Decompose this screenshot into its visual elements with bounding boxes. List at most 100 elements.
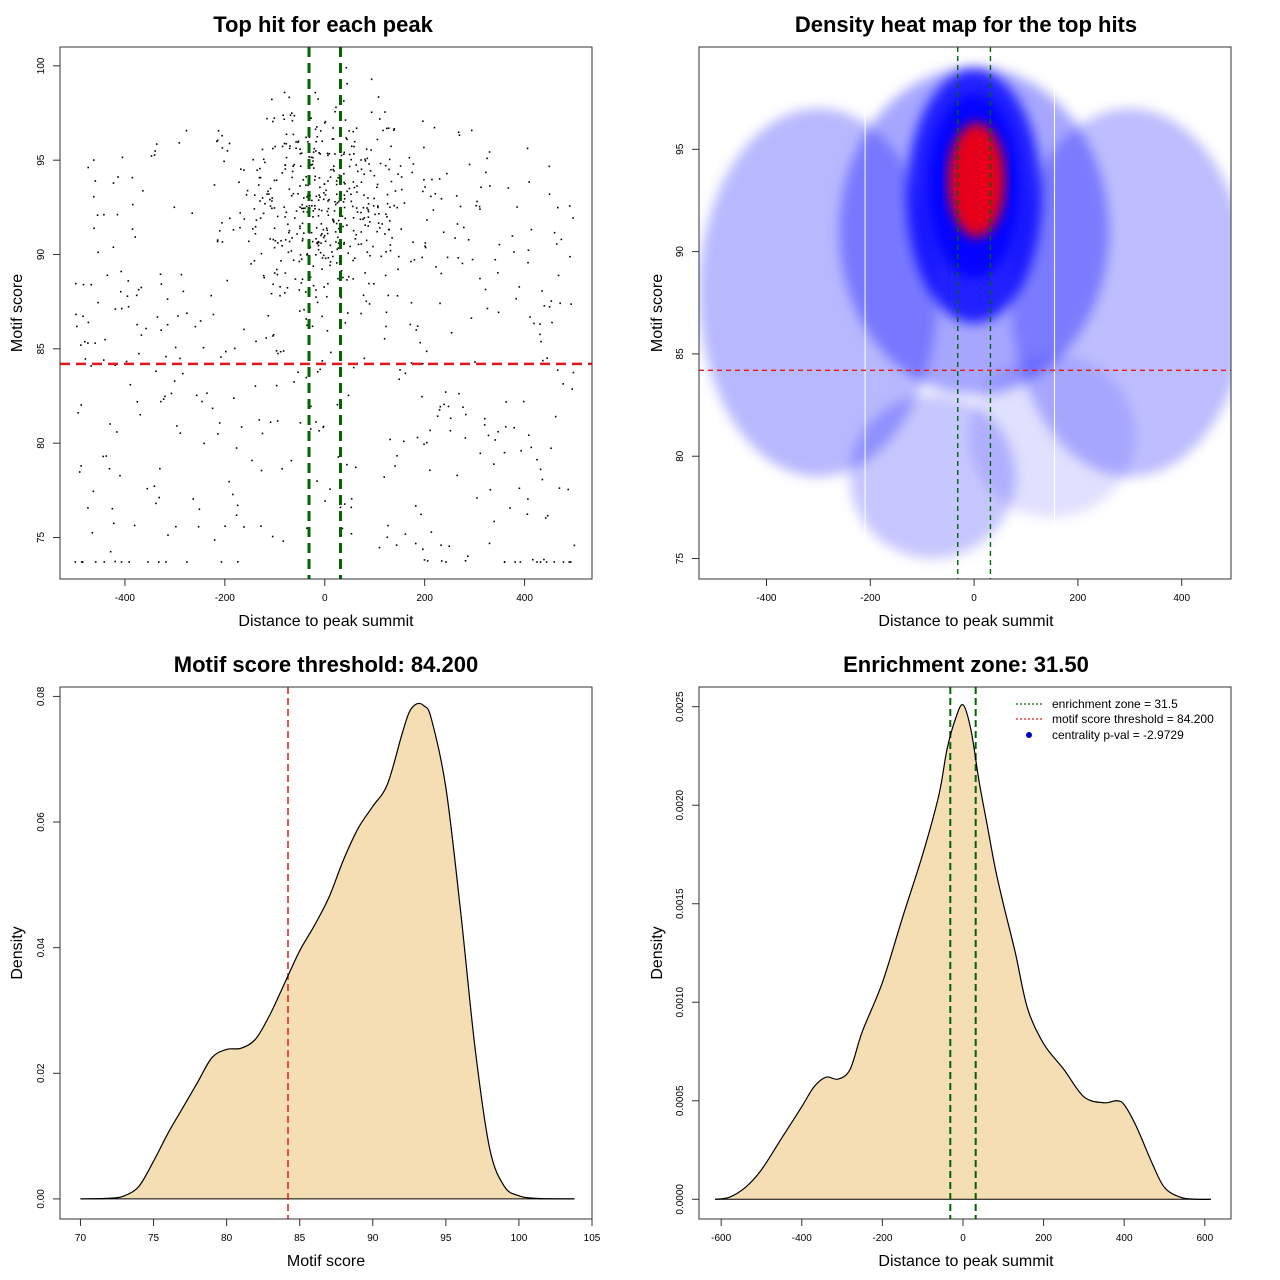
scatter-point (324, 257, 327, 260)
scatter-point (301, 203, 304, 206)
scatter-point (112, 246, 115, 249)
scatter-point (216, 240, 219, 243)
scatter-point (486, 307, 489, 310)
scatter-point (395, 544, 398, 546)
scatter-point (344, 119, 347, 121)
y-tick-label: 95 (675, 143, 686, 155)
scatter-point (430, 195, 432, 198)
scatter-point (414, 542, 417, 545)
scatter-point (335, 106, 337, 109)
scatter-point (323, 192, 325, 194)
scatter-point (305, 136, 307, 139)
scatter-point (398, 378, 400, 381)
scatter-point (298, 310, 301, 312)
scatter-point (271, 98, 273, 101)
scatter-point (320, 242, 322, 244)
heatmap-density-blob (968, 353, 1135, 518)
scatter-point (128, 561, 130, 563)
y-tick-label: 0.02 (36, 1063, 47, 1083)
scatter-point (139, 413, 142, 416)
scatter-point (291, 237, 293, 239)
scatter-point (384, 274, 387, 277)
scatter-point (515, 297, 518, 300)
distance-density-y-label: Density (649, 926, 666, 979)
scatter-point (216, 239, 219, 241)
scatter-point (203, 442, 205, 445)
scatter-point (280, 260, 282, 262)
x-tick-label: 400 (1116, 1233, 1133, 1244)
scatter-point (84, 358, 87, 360)
scatter-point (387, 294, 390, 297)
scatter-point (327, 214, 330, 216)
scatter-point (331, 138, 334, 140)
scatter-point (518, 487, 521, 490)
scatter-point (331, 251, 333, 253)
scatter-point (431, 178, 433, 181)
x-tick-label: 80 (221, 1233, 233, 1244)
scatter-point (420, 513, 422, 516)
scatter-point (364, 272, 366, 274)
scatter-point (173, 380, 176, 382)
distance-density-title: Enrichment zone: 31.50 (843, 652, 1089, 677)
x-tick-label: -400 (756, 593, 776, 604)
scatter-point (530, 228, 533, 231)
scatter-point (225, 350, 227, 353)
scatter-point (352, 153, 355, 155)
scatter-point (323, 286, 325, 288)
scatter-point (321, 140, 324, 143)
scatter-point (299, 227, 301, 230)
scatter-point (133, 524, 136, 527)
score-density-area (80, 687, 575, 1219)
scatter-point (345, 66, 348, 69)
scatter-point (350, 145, 353, 148)
scatter-point (134, 236, 137, 238)
scatter-point (92, 195, 95, 198)
scatter-point (386, 215, 388, 218)
scatter-point (498, 243, 501, 246)
scatter-point (389, 438, 391, 441)
scatter-point (283, 91, 286, 94)
scatter-point (326, 229, 329, 232)
scatter-point (389, 206, 391, 209)
scatter-point (296, 233, 298, 235)
legend-key-centrality (1026, 732, 1032, 738)
scatter-point (252, 158, 255, 161)
scatter-point (281, 145, 284, 148)
scatter-point (530, 446, 533, 449)
scatter-point (497, 271, 499, 274)
scatter-point (385, 213, 387, 216)
scatter-point (317, 98, 319, 100)
scatter-point (294, 217, 296, 219)
scatter-point (299, 206, 301, 208)
scatter-point (343, 503, 346, 505)
scatter-point (476, 200, 478, 203)
heatmap-x-axis: -400 -200 0 200 400 (756, 578, 1190, 604)
scatter-point (560, 238, 563, 241)
scatter-point (344, 217, 346, 220)
scatter-point (155, 370, 157, 373)
scatter-point (233, 347, 236, 350)
scatter-point (87, 342, 89, 344)
scatter-point (440, 560, 443, 562)
x-tick-label: -200 (215, 593, 235, 604)
scatter-point (315, 227, 318, 229)
scatter-point (484, 288, 487, 291)
scatter-point (243, 169, 245, 171)
scatter-point (541, 290, 543, 292)
scatter-point (312, 215, 314, 218)
scatter-point (390, 180, 393, 183)
scatter-point (306, 527, 308, 529)
scatter-reference-lines (60, 47, 592, 579)
scatter-point (346, 463, 348, 466)
distance-density-area (715, 687, 1211, 1219)
scatter-point (272, 333, 275, 336)
scatter-point (527, 498, 529, 500)
y-tick-label: 0.0020 (675, 789, 686, 820)
scatter-point (376, 205, 379, 207)
scatter-point (281, 468, 283, 470)
scatter-point (80, 465, 82, 467)
scatter-point (436, 415, 439, 417)
scatter-point (312, 160, 314, 162)
scatter-point (318, 208, 320, 211)
scatter-point (348, 187, 351, 190)
